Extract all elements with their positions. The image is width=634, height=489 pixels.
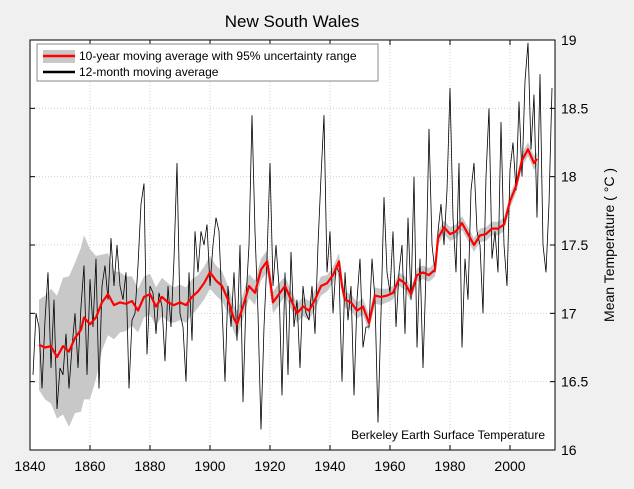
x-tick-label: 1940 xyxy=(314,458,345,474)
legend-box xyxy=(36,43,379,82)
uncertainty-band-area xyxy=(39,142,537,427)
y-tick-label: 16.5 xyxy=(561,374,588,390)
x-tick-label: 1840 xyxy=(14,458,45,474)
x-tick-label: 1920 xyxy=(254,458,285,474)
legend-label-ten-year: 10-year moving average with 95% uncertai… xyxy=(79,49,357,63)
y-tick-label: 18.5 xyxy=(561,100,588,116)
ten-year-series xyxy=(38,148,538,359)
legend: 10-year moving average with 95% uncertai… xyxy=(36,43,379,82)
x-tick-label: 1960 xyxy=(374,458,405,474)
y-tick-label: 17.5 xyxy=(561,237,588,253)
twelve-month-series xyxy=(32,42,553,430)
x-axis: 1840 1860 1880 1900 1920 1940 1960 1980 2000 xyxy=(14,40,526,474)
x-tick-label: 1880 xyxy=(134,458,165,474)
chart-title: New South Wales xyxy=(225,12,359,31)
y-tick-label: 17 xyxy=(561,305,577,321)
x-tick-label: 1980 xyxy=(434,458,465,474)
x-tick-label: 1900 xyxy=(194,458,225,474)
y-tick-label: 16 xyxy=(561,442,577,458)
ten-year-line xyxy=(38,148,538,359)
twelve-month-line xyxy=(32,42,553,430)
x-tick-label: 2000 xyxy=(494,458,525,474)
legend-label-twelve-month: 12-month moving average xyxy=(79,65,219,79)
y-axis-label: Mean Temperature ( °C ) xyxy=(601,168,617,322)
source-annotation: Berkeley Earth Surface Temperature xyxy=(351,428,545,442)
y-axis: 16 16.5 17 17.5 18 18.5 19 xyxy=(30,32,588,458)
uncertainty-band xyxy=(39,142,537,427)
y-tick-label: 18 xyxy=(561,169,577,185)
x-tick-label: 1860 xyxy=(74,458,105,474)
y-tick-label: 19 xyxy=(561,32,577,48)
